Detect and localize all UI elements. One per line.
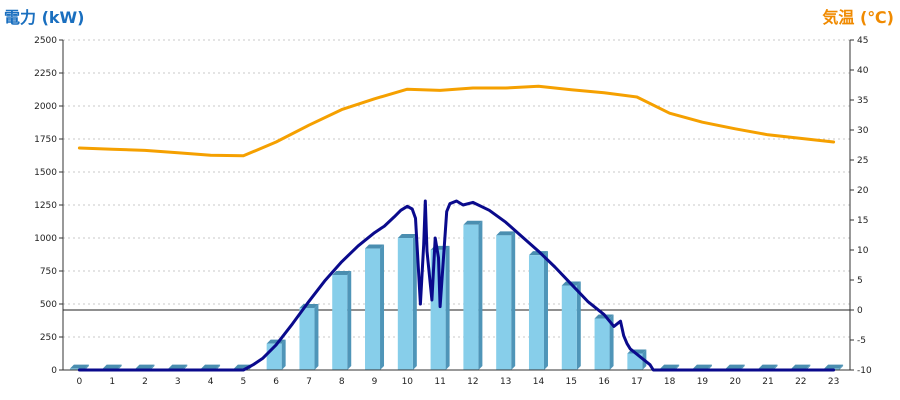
bar: [463, 224, 479, 370]
bar-side: [412, 234, 417, 370]
x-tick-label: 14: [533, 377, 545, 387]
right-tick-label: 10: [857, 246, 869, 256]
bar-side: [478, 220, 483, 370]
bar-top: [135, 364, 155, 369]
x-tick-label: 2: [142, 377, 148, 387]
x-tick-label: 7: [306, 377, 312, 387]
x-tick-label: 8: [339, 377, 345, 387]
bar-side: [314, 303, 319, 370]
right-tick-label: 40: [857, 66, 869, 76]
left-axis-title: 電力 (kW): [4, 8, 85, 27]
right-tick-label: 0: [857, 306, 863, 316]
x-tick-label: 22: [795, 377, 806, 387]
bar-top: [791, 364, 811, 369]
left-tick-label: 2000: [34, 102, 57, 112]
x-tick-label: 12: [467, 377, 478, 387]
bar-top: [692, 364, 712, 369]
bar: [365, 248, 381, 370]
x-tick-label: 17: [631, 377, 642, 387]
right-tick-label: 5: [857, 276, 863, 286]
left-tick-label: 2250: [34, 69, 57, 79]
power-line: [77, 199, 836, 372]
right-tick-label: 35: [857, 96, 868, 106]
x-tick-label: 16: [598, 377, 610, 387]
temperature-line: [77, 84, 836, 158]
bar-top: [463, 220, 483, 225]
bar: [561, 285, 577, 370]
right-tick-label: -10: [857, 366, 872, 376]
bar-side: [511, 231, 516, 370]
left-tick-label: 500: [40, 300, 57, 310]
bar: [299, 307, 315, 370]
left-tick-label: 1250: [34, 201, 57, 211]
bar-top: [660, 364, 680, 369]
bar: [496, 235, 512, 370]
x-tick-label: 9: [372, 377, 378, 387]
right-tick-label: 25: [857, 156, 868, 166]
bar-top: [168, 364, 188, 369]
x-tick-label: 11: [434, 377, 445, 387]
bar: [397, 238, 413, 370]
bar-side: [576, 281, 581, 370]
bar-top: [725, 364, 745, 369]
bar: [627, 353, 643, 370]
x-tick-label: 5: [240, 377, 246, 387]
x-tick-label: 18: [664, 377, 676, 387]
left-tick-label: 250: [40, 333, 57, 343]
x-tick-label: 1: [109, 377, 115, 387]
right-tick-label: 20: [857, 186, 869, 196]
right-tick-label: 15: [857, 216, 868, 226]
bar-top: [201, 364, 221, 369]
bar-side: [380, 244, 385, 370]
bar-side: [609, 314, 614, 370]
right-tick-label: 45: [857, 36, 868, 46]
bar: [594, 318, 610, 370]
bar-top: [365, 244, 385, 249]
bar-side: [839, 364, 844, 370]
bar-top: [496, 231, 516, 236]
left-tick-label: 1500: [34, 168, 57, 178]
left-tick-label: 1750: [34, 135, 57, 145]
x-tick-label: 4: [208, 377, 214, 387]
x-tick-label: 6: [273, 377, 279, 387]
x-tick-label: 0: [77, 377, 83, 387]
bar: [69, 368, 85, 370]
x-tick-label: 19: [697, 377, 709, 387]
bar-side: [281, 339, 286, 370]
x-tick-label: 13: [500, 377, 511, 387]
bar-top: [102, 364, 122, 369]
right-tick-label: -5: [857, 336, 866, 346]
bar: [332, 274, 348, 370]
right-tick-label: 30: [857, 126, 869, 136]
bar-top: [332, 270, 352, 275]
bar-top: [397, 234, 417, 238]
bar: [528, 255, 544, 370]
left-tick-label: 2500: [34, 36, 57, 46]
x-tick-label: 20: [730, 377, 742, 387]
left-tick-label: 0: [51, 366, 57, 376]
x-tick-label: 15: [566, 377, 577, 387]
x-tick-label: 10: [402, 377, 414, 387]
bar-side: [445, 245, 450, 370]
bar-top: [824, 364, 844, 369]
right-axis-title: 気温 (℃): [822, 8, 894, 27]
bar-side: [543, 251, 548, 370]
x-tick-label: 23: [828, 377, 839, 387]
bar-top: [69, 364, 89, 369]
bar-top: [758, 364, 778, 369]
left-tick-label: 750: [40, 267, 57, 277]
left-tick-label: 1000: [34, 234, 57, 244]
x-tick-label: 3: [175, 377, 181, 387]
x-tick-label: 21: [762, 377, 773, 387]
bar-side: [347, 270, 352, 370]
